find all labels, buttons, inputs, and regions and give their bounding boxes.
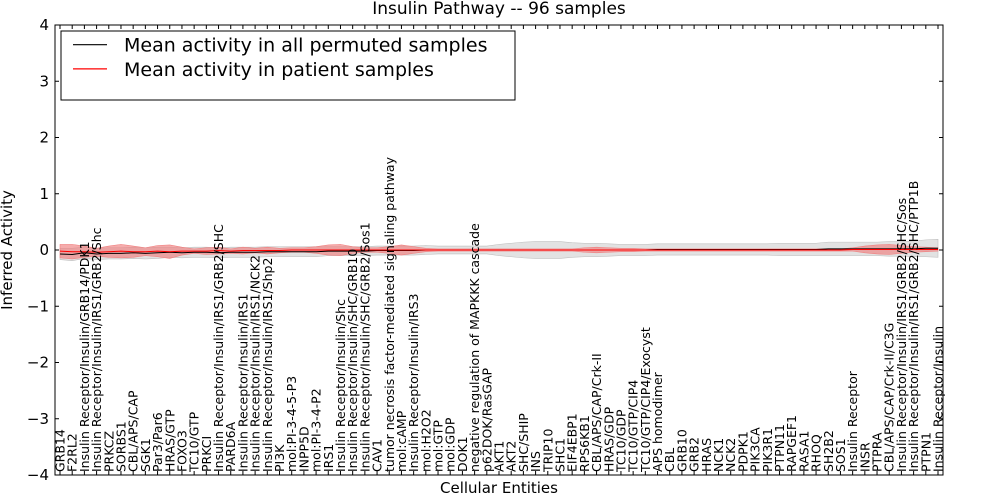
x-tick-label: Par3/Par6 xyxy=(150,412,165,472)
x-tick-label: FOXO3 xyxy=(174,430,189,472)
band-patient xyxy=(59,244,939,260)
chart-title: Insulin Pathway -- 96 samples xyxy=(372,0,626,19)
x-tick-label: INPP5D xyxy=(296,426,311,472)
x-tick-label: SGK1 xyxy=(138,438,153,472)
x-tick-label: PTPRA xyxy=(870,432,885,472)
x-tick-label: RHOQ xyxy=(809,434,824,472)
x-tick-label: F2RL2 xyxy=(65,433,80,472)
x-tick-label: Insulin Receptor/Insulin/IRS1/Shp2 xyxy=(260,258,275,472)
y-tick-label: 0 xyxy=(39,241,49,259)
x-tick-label: HRAS/GTP xyxy=(162,409,177,472)
x-tick-label: PARD6A xyxy=(223,421,238,472)
x-tick-label: TRIP10 xyxy=(540,429,555,473)
x-tick-label: mol:H2O2 xyxy=(418,409,433,472)
x-tick-label: SOS1 xyxy=(833,438,848,472)
x-tick-label: NCK2 xyxy=(723,438,738,472)
x-tick-label: Insulin Receptor/Insulin/IRS1/NCK2 xyxy=(248,255,263,472)
x-tick-label: PDPK1 xyxy=(735,431,750,472)
y-tick-label: −4 xyxy=(27,466,49,484)
x-tick-label: SORBS1 xyxy=(113,421,128,472)
x-tick-label: CBL/APS/CAP xyxy=(126,390,141,472)
x-tick-label: SH2B2 xyxy=(821,430,836,472)
x-tick-label: DOK1 xyxy=(455,436,470,472)
plot-frame xyxy=(54,24,944,476)
x-tick-label: Insulin Receptor/Insulin/GRB14/PDK1 xyxy=(77,241,92,472)
x-tick-label: mol:GDP xyxy=(443,417,458,472)
x-tick-label: GRB2 xyxy=(687,437,702,472)
x-axis-label: Cellular Entities xyxy=(440,479,558,497)
x-tick-label: Insulin Receptor/Insulin/IRS1/GRB2/Shc xyxy=(89,227,104,472)
x-tick-label: IRS1 xyxy=(321,444,336,472)
x-tick-label: SHC1 xyxy=(552,438,567,472)
x-tick-label: Insulin Receptor/Insulin/IRS1/GRB2/SHC xyxy=(211,224,226,472)
x-tick-label: PI3K xyxy=(272,444,287,472)
x-tick-label: GRB14 xyxy=(53,429,68,472)
x-tick-label: PTPN1 xyxy=(918,432,933,472)
y-axis-label: Inferred Activity xyxy=(0,190,16,310)
x-tick-label: SHC/SHIP xyxy=(516,413,531,472)
x-tick-label: mol:PI-3-4-5-P3 xyxy=(284,376,299,472)
x-tick-label: Insulin Receptor/Insulin/SHC/GRB10 xyxy=(345,249,360,472)
x-tick-label: Insulin Receptor/Insulin/Shc xyxy=(333,299,348,472)
x-tick-label: INSR xyxy=(857,442,872,472)
series-line-patient xyxy=(59,248,938,253)
x-tick-label: PTPN11 xyxy=(772,424,787,472)
x-tick-label: HRAS xyxy=(699,438,714,472)
x-tick-label: p62DOK/RasGAP xyxy=(479,367,494,472)
x-tick-label: TC10/GTP/CIP4/Exocyst xyxy=(638,327,653,473)
y-tick-label: 2 xyxy=(39,129,49,147)
x-tick-label: mol:GTP xyxy=(431,420,446,472)
x-tick-label: Insulin Receptor/Insulin/IRS3 xyxy=(406,294,421,472)
legend: Mean activity in all permuted samplesMea… xyxy=(60,30,516,101)
y-tick-label: 3 xyxy=(39,72,49,90)
x-tick-label: TC10/GDP xyxy=(613,409,628,473)
x-tick-label: Insulin Receptor/Insulin/IRS1 xyxy=(235,294,250,472)
x-tick-label: RASA1 xyxy=(796,431,811,472)
x-tick-label: Insulin Receptor/Insulin/IRS1/GRB2/SHC/S… xyxy=(894,198,909,472)
x-tick-label: AKT1 xyxy=(492,441,507,472)
x-tick-label: RAPGEF1 xyxy=(784,415,799,472)
x-tick-label: Insulin Receptor/Insulin xyxy=(931,326,946,472)
x-tick-label: INS xyxy=(528,451,543,472)
y-tick-label: 1 xyxy=(39,185,49,203)
x-tick-label: GRB10 xyxy=(674,429,689,472)
x-tick-label: EIF4EBP1 xyxy=(565,413,580,472)
legend-entry: Mean activity in patient samples xyxy=(124,59,434,81)
x-tick-label: Insulin Receptor/Insulin/SHC/GRB2/Sos1 xyxy=(357,222,372,472)
x-tick-label: tumor necrosis factor-mediated signaling… xyxy=(382,156,397,472)
x-tick-label: HRAS/GDP xyxy=(601,406,616,472)
x-tick-label: CBL xyxy=(662,448,677,472)
x-tick-label: CAV1 xyxy=(370,439,385,472)
x-tick-label: mol:PI-3-4-P2 xyxy=(309,388,324,472)
x-tick-label: AKT2 xyxy=(504,441,519,472)
x-tick-label: NCK1 xyxy=(711,438,726,472)
x-tick-label: TC10/GTP xyxy=(187,411,202,473)
x-tick-label: PIK3R1 xyxy=(760,428,775,472)
y-tick-label: 4 xyxy=(39,16,49,34)
x-tick-label: PRKCI xyxy=(199,436,214,472)
y-tick-label: −2 xyxy=(27,354,49,372)
y-tick-label: −3 xyxy=(27,410,49,428)
x-tick-label: CBL/APS/CAP/Crk-II xyxy=(589,353,604,472)
y-tick-label: −1 xyxy=(27,297,49,315)
x-tick-label: RPS6KB1 xyxy=(577,415,592,472)
x-tick-label: Insulin Receptor xyxy=(845,370,860,472)
x-tick-label: PIK3CA xyxy=(748,427,763,472)
x-tick-label: APS homodimer xyxy=(650,371,665,472)
legend-box xyxy=(60,30,516,101)
x-tick-label: CBL/APS/CAP/Crk-II/C3G xyxy=(882,323,897,472)
x-tick-label: PRKCZ xyxy=(101,431,116,472)
x-tick-label: negative regulation of MAPKKK cascade xyxy=(467,223,482,472)
legend-entry: Mean activity in all permuted samples xyxy=(124,35,487,57)
x-tick-label: TC10/GTP/CIP4 xyxy=(626,380,641,473)
x-tick-label: mol:cAMP xyxy=(394,410,409,472)
x-tick-label: Insulin Receptor/Insulin/IRS1/GRB2/SHC/P… xyxy=(906,181,921,472)
